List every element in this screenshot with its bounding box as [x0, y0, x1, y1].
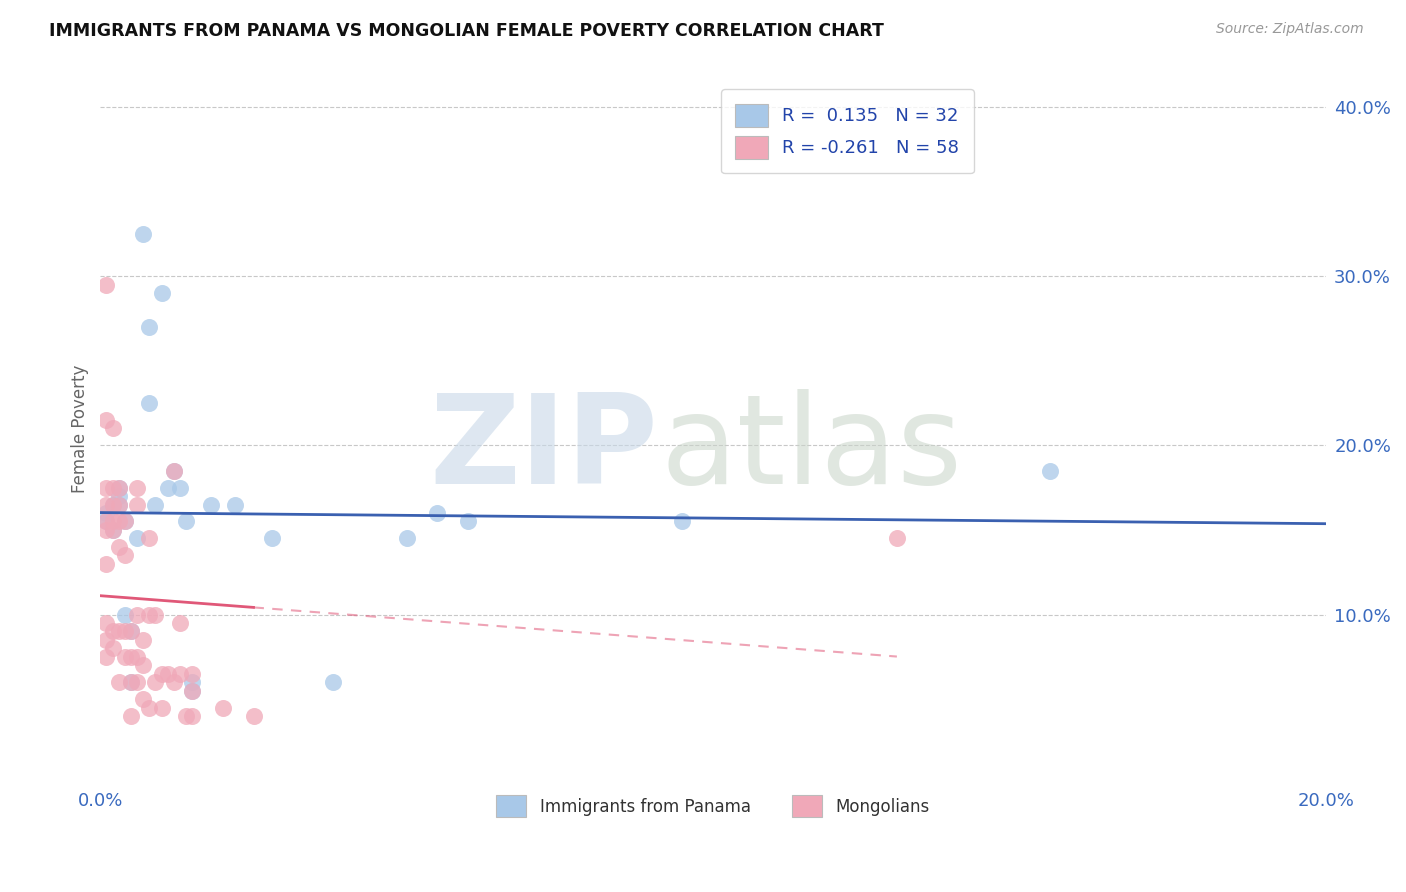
Point [96, 523, 118, 537]
Point [107, 481, 129, 495]
Point [132, 692, 155, 706]
Point [101, 515, 124, 529]
Point [169, 666, 191, 681]
Point [101, 641, 124, 656]
Point [138, 532, 160, 546]
Point [114, 549, 136, 563]
Point [96, 515, 118, 529]
Point [96, 615, 118, 630]
Point [96, 515, 118, 529]
Point [120, 649, 142, 664]
Legend: Immigrants from Panama, Mongolians: Immigrants from Panama, Mongolians [488, 787, 938, 825]
Point [96, 481, 118, 495]
Point [163, 464, 186, 478]
Point [156, 666, 179, 681]
Point [107, 540, 129, 554]
Point [127, 607, 149, 622]
Point [138, 700, 160, 714]
Point [107, 624, 129, 639]
Point [138, 607, 160, 622]
Point [156, 481, 179, 495]
Point [138, 319, 160, 334]
Point [120, 675, 142, 690]
Point [260, 532, 283, 546]
Point [169, 615, 191, 630]
Text: ZIP: ZIP [429, 389, 658, 510]
Point [101, 498, 124, 512]
Point [96, 413, 118, 427]
Point [120, 624, 142, 639]
Point [127, 532, 149, 546]
Point [101, 481, 124, 495]
Point [395, 532, 418, 546]
Point [107, 515, 129, 529]
Point [169, 481, 191, 495]
Point [107, 498, 129, 512]
Point [150, 666, 173, 681]
Point [101, 523, 124, 537]
Point [114, 515, 136, 529]
Point [127, 498, 149, 512]
Point [101, 498, 124, 512]
Point [200, 498, 222, 512]
Point [132, 632, 155, 647]
Point [101, 624, 124, 639]
Point [242, 709, 264, 723]
Point [101, 523, 124, 537]
Point [426, 506, 449, 520]
Point [181, 683, 204, 698]
Point [150, 700, 173, 714]
Point [163, 464, 186, 478]
Point [174, 515, 197, 529]
Point [114, 607, 136, 622]
Point [322, 675, 344, 690]
Point [181, 675, 204, 690]
Point [150, 285, 173, 300]
Point [212, 700, 235, 714]
Point [96, 557, 118, 571]
Point [114, 624, 136, 639]
Point [107, 675, 129, 690]
Point [120, 709, 142, 723]
Point [114, 649, 136, 664]
Point [96, 506, 118, 520]
Point [145, 498, 167, 512]
Point [120, 624, 142, 639]
Point [96, 277, 118, 292]
Text: Source: ZipAtlas.com: Source: ZipAtlas.com [1216, 22, 1364, 37]
Point [114, 515, 136, 529]
Point [127, 481, 149, 495]
Text: atlas: atlas [659, 389, 962, 510]
Point [145, 607, 167, 622]
Point [174, 709, 197, 723]
Point [132, 227, 155, 241]
Point [107, 498, 129, 512]
Point [132, 658, 155, 673]
Point [671, 515, 693, 529]
Text: IMMIGRANTS FROM PANAMA VS MONGOLIAN FEMALE POVERTY CORRELATION CHART: IMMIGRANTS FROM PANAMA VS MONGOLIAN FEMA… [49, 22, 884, 40]
Point [224, 498, 246, 512]
Point [96, 632, 118, 647]
Point [145, 675, 167, 690]
Point [107, 481, 129, 495]
Point [127, 649, 149, 664]
Point [181, 666, 204, 681]
Point [120, 675, 142, 690]
Point [457, 515, 479, 529]
Point [181, 683, 204, 698]
Point [1039, 464, 1062, 478]
Point [101, 421, 124, 435]
Point [181, 709, 204, 723]
Point [138, 396, 160, 410]
Point [107, 489, 129, 503]
Point [163, 675, 186, 690]
Y-axis label: Female Poverty: Female Poverty [72, 364, 89, 492]
Point [96, 649, 118, 664]
Point [127, 675, 149, 690]
Point [96, 498, 118, 512]
Point [886, 532, 908, 546]
